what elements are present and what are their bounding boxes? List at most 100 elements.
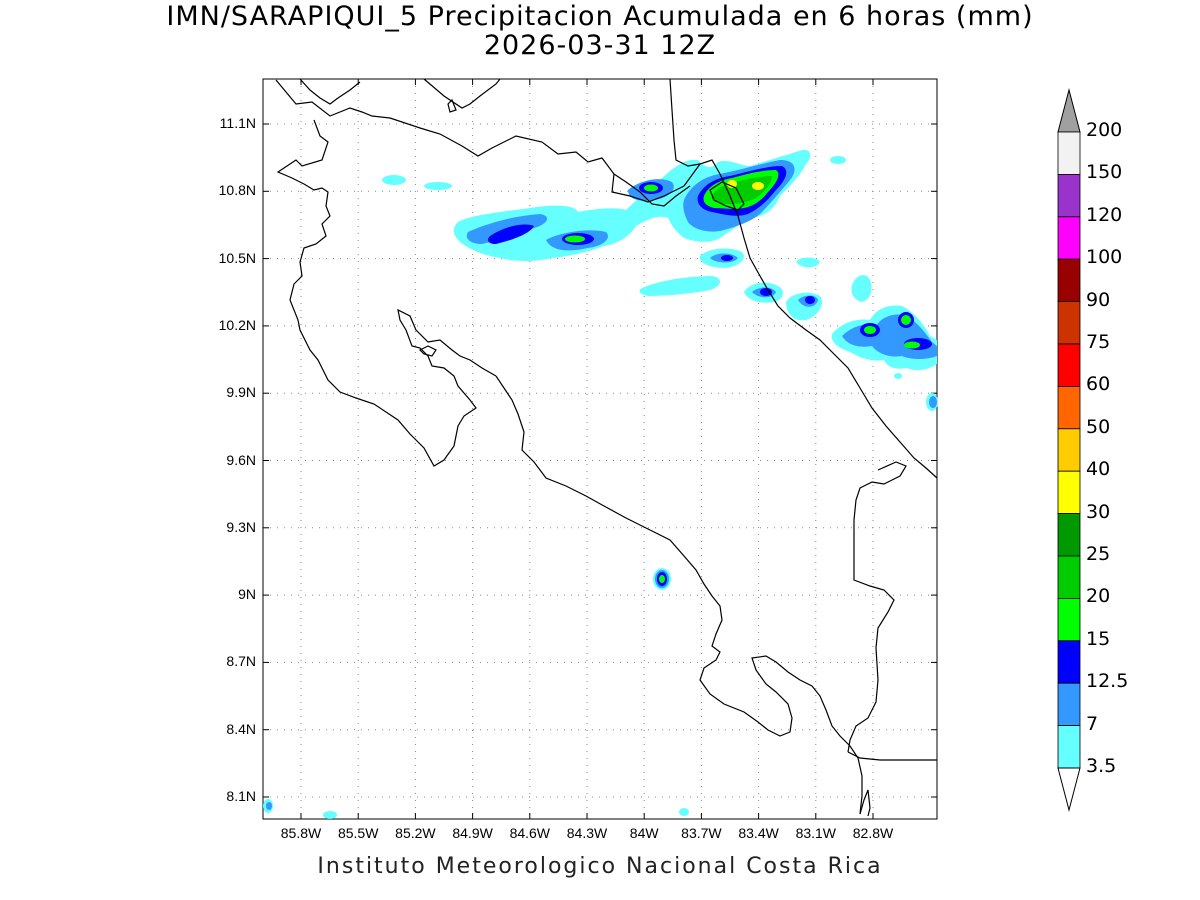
lat-tick-label: 10.8N — [218, 182, 256, 199]
colorbar-swatch — [1057, 385, 1081, 430]
colorbar-swatch — [1057, 343, 1081, 387]
colorbar-label: 75 — [1086, 331, 1111, 353]
precip-cell-east-2 — [851, 275, 872, 302]
footer-credit: Instituto Meteorologico Nacional Costa R… — [317, 854, 883, 879]
precip-7mm-edge — [929, 396, 937, 408]
lat-tick-label: 9.9N — [226, 384, 256, 401]
precip-7mm-southwest — [266, 802, 272, 810]
map-title: IMN/SARAPIQUI_5 Precipitacion Acumulada … — [0, 2, 1200, 60]
precip-40mm-peak-2 — [752, 182, 764, 190]
colorbar-label: 20 — [1086, 585, 1111, 608]
lat-tick-label: 11.1N — [219, 115, 256, 131]
colorbar-label: 3.5 — [1086, 755, 1117, 777]
lon-tick-label: 83.4W — [738, 825, 779, 841]
nicaragua-coast-north — [275, 79, 685, 203]
colorbar-label: 15 — [1086, 627, 1111, 650]
colorbar-label: 90 — [1086, 288, 1111, 311]
lat-tick-label: 8.7N — [226, 653, 256, 670]
map-frame — [262, 78, 938, 820]
lat-tick-label: 8.1N — [226, 788, 256, 804]
colorbar — [1057, 88, 1081, 812]
colorbar-swatch — [1057, 555, 1081, 599]
colorbar-swatch — [1057, 173, 1081, 218]
precip-12mm-mid — [760, 288, 772, 296]
precip-15mm-east-3 — [904, 341, 920, 349]
graticule — [263, 79, 937, 819]
lat-tick-label: 9N — [238, 586, 256, 603]
colorbar-label: 120 — [1086, 203, 1123, 226]
precipitation-field — [263, 149, 938, 819]
precip-15mm-north-2 — [644, 184, 658, 192]
lat-tick-label: 9.3N — [226, 518, 256, 535]
colorbar-label: 50 — [1086, 415, 1111, 438]
lon-tick-label: 85.2W — [395, 825, 436, 841]
colorbar-swatch — [1057, 682, 1081, 727]
colorbar-swatch — [1057, 513, 1081, 557]
colorbar-label: 40 — [1086, 458, 1111, 481]
lat-tick-label: 10.2N — [218, 316, 256, 333]
lake-nicaragua-south — [423, 78, 501, 109]
caribbean-coast — [683, 159, 938, 479]
title-line-2: 2026-03-31 12Z — [483, 30, 717, 61]
precip-cell-ne-1 — [830, 156, 846, 164]
nicaragua-caribbean-coast — [669, 78, 701, 167]
lon-tick-label: 84.3W — [566, 825, 608, 841]
precip-cell-west-1 — [382, 175, 406, 185]
colorbar-swatch — [1057, 598, 1081, 642]
lat-tick-label: 10.5N — [218, 249, 256, 266]
precip-cell-south-2 — [679, 808, 689, 816]
san-juan-river — [613, 173, 691, 207]
precip-15mm-south-center — [659, 575, 665, 583]
panama-border — [847, 461, 907, 753]
panama-coast-south — [847, 751, 937, 761]
colorbar-label: 30 — [1086, 500, 1111, 523]
colorbar-label: 12.5 — [1086, 670, 1129, 693]
precip-40mm-peak-1 — [727, 180, 737, 188]
colorbar-swatch — [1057, 725, 1081, 769]
precip-cell-tiny — [894, 373, 902, 379]
title-line-1: IMN/SARAPIQUI_5 Precipitacion Acumulada … — [166, 1, 1034, 32]
coastlines — [275, 78, 938, 817]
lat-tick-label: 8.4N — [226, 720, 256, 737]
colorbar-label: 200 — [1086, 119, 1123, 141]
nicoya-island — [418, 345, 437, 357]
precip-15mm-north — [565, 235, 585, 243]
colorbar-swatch — [1057, 428, 1081, 472]
colorbar-swatch — [1057, 470, 1081, 515]
precip-cell-streak — [639, 276, 721, 296]
lon-tick-label: 82.8W — [852, 825, 894, 841]
burica-peninsula — [859, 789, 871, 817]
pacific-coast-nw — [276, 119, 497, 467]
precip-12mm-mid-2 — [805, 296, 815, 304]
caribbean-inlet — [709, 181, 745, 211]
colorbar-over-triangle — [1057, 88, 1081, 133]
precip-15mm-east-1 — [864, 326, 876, 334]
lake-island — [447, 98, 457, 113]
lon-tick-label: 84.6W — [509, 825, 551, 841]
colorbar-swatch — [1057, 131, 1081, 175]
lon-tick-label: 84.9W — [452, 825, 493, 841]
colorbar-label: 60 — [1086, 373, 1111, 396]
colorbar-label: 100 — [1086, 246, 1123, 269]
lake-nicaragua-shore — [299, 78, 361, 105]
precip-cell-west-2 — [424, 182, 452, 190]
colorbar-under-triangle — [1057, 767, 1081, 812]
precip-cell-south-1 — [323, 811, 337, 819]
colorbar-swatch — [1057, 258, 1081, 303]
precip-15mm-east-2 — [901, 315, 911, 325]
colorbar-swatch — [1057, 216, 1081, 260]
precip-12mm-north — [488, 224, 534, 244]
colorbar-label: 150 — [1086, 161, 1123, 184]
lon-tick-label: 85.5W — [337, 825, 379, 841]
lon-tick-label: 85.8W — [280, 825, 322, 841]
lon-tick-label: 84W — [629, 825, 659, 841]
colorbar-label: 25 — [1086, 543, 1111, 565]
colorbar-swatch — [1057, 640, 1081, 684]
lon-tick-label: 83.1W — [795, 825, 837, 841]
colorbar-label: 7 — [1086, 712, 1099, 735]
pacific-coast-central — [495, 375, 863, 815]
lat-tick-label: 9.6N — [226, 451, 256, 468]
precip-cell-small-2 — [796, 257, 820, 268]
lon-tick-label: 83.7W — [681, 825, 722, 841]
